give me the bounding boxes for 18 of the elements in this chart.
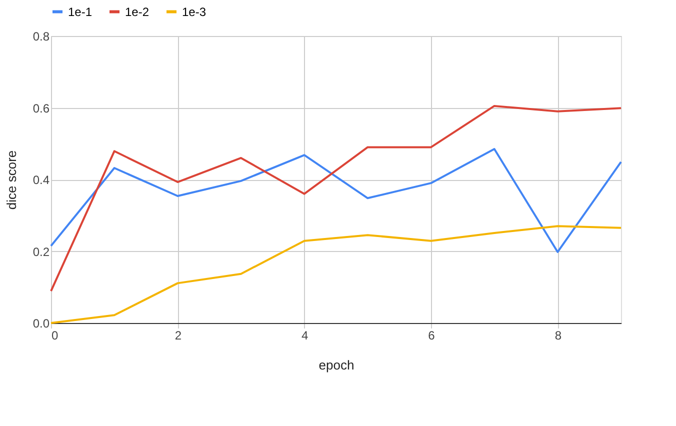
x-tick-label: 8 [554,328,562,342]
legend-label: 1e-2 [125,4,150,19]
y-tick-label: 0.6 [32,101,50,116]
line-series [50,225,622,324]
x-tick-label: 6 [428,328,436,342]
x-axis-title: epoch [318,358,354,372]
y-tick-label: 0.4 [32,173,50,187]
x-tick-label: 4 [301,328,308,342]
y-tick-label: 0.2 [32,244,50,259]
line-series [50,104,622,292]
x-tick-label: 0 [52,328,58,342]
y-tick-label: 0.8 [32,30,50,44]
legend-label: 1e-3 [182,4,206,19]
line-series [50,148,622,253]
y-axis-title: dice score [4,150,19,210]
legend-label: 1e-1 [68,4,92,19]
x-tick-label: 2 [174,328,182,342]
y-tick-label: 0.0 [32,316,50,330]
